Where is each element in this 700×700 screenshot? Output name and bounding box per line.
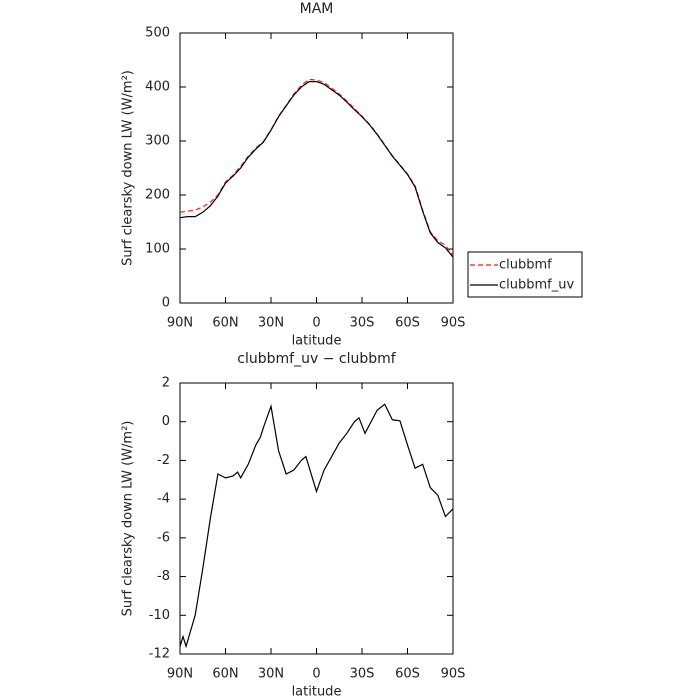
data-line [179,81,454,258]
x-tick-label: 90N [167,667,193,682]
y-tick-label: 2 [162,376,170,391]
y-tick-label: 0 [162,414,170,429]
legend-label: clubbmf [499,258,552,273]
y-tick-label: -8 [157,569,170,584]
y-tick-label: -4 [157,492,170,507]
x-tick-label: 30S [350,316,375,331]
x-tick-label: 90S [441,667,466,682]
legend-box [467,251,583,298]
y-tick-label: 0 [162,296,170,311]
y-tick-label: -6 [157,530,170,545]
x-axis-label: latitude [292,334,342,349]
x-tick-label: 60N [212,667,238,682]
data-line [179,403,454,649]
y-tick-label: 400 [145,80,170,95]
x-tick-label: 30N [258,316,284,331]
y-tick-label: -2 [157,453,170,468]
y-tick-label: 200 [145,188,170,203]
chart-title: MAM [300,1,334,17]
legend-label: clubbmf_uv [499,278,574,293]
x-tick-label: 0 [312,316,320,331]
y-axis-label: Surf clearsky down LW (W/m²) [121,421,136,617]
chart-title: clubbmf_uv − clubbmf [237,351,396,367]
x-axis-label: latitude [292,685,342,700]
y-tick-label: -12 [149,647,170,662]
x-tick-label: 60S [395,667,420,682]
y-axis-label: Surf clearsky down LW (W/m²) [121,70,136,266]
x-tick-label: 30S [350,667,375,682]
x-tick-label: 0 [312,667,320,682]
plot-frame [179,382,454,655]
data-line [179,78,454,256]
x-tick-label: 90N [167,316,193,331]
x-tick-label: 60N [212,316,238,331]
plot-frame [179,32,454,304]
y-tick-label: 100 [145,242,170,257]
x-tick-label: 30N [258,667,284,682]
x-tick-label: 90S [441,316,466,331]
y-tick-label: 500 [145,26,170,41]
y-tick-label: -10 [149,608,170,623]
x-tick-label: 60S [395,316,420,331]
y-tick-label: 300 [145,134,170,149]
